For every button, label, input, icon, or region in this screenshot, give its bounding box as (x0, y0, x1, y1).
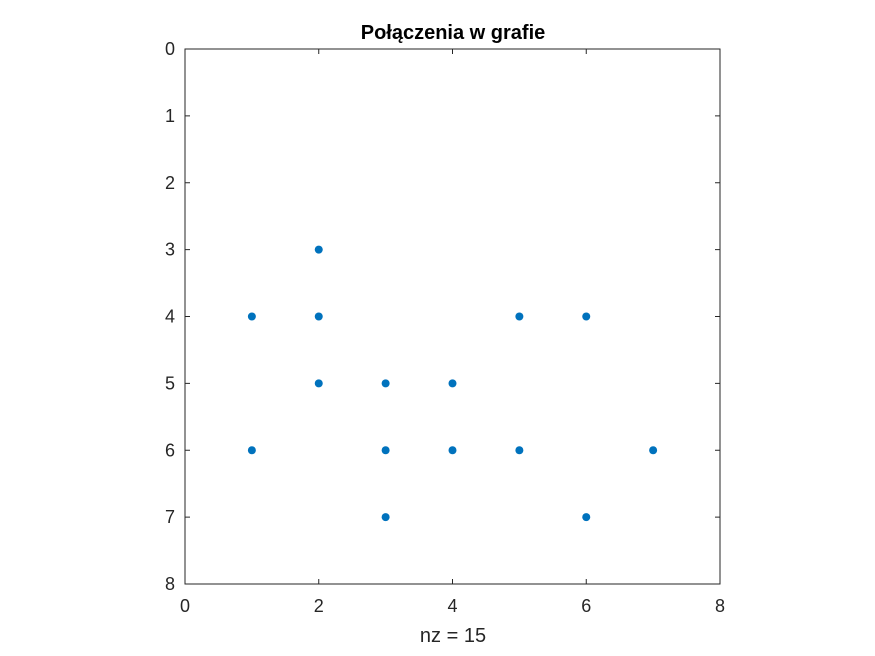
y-tick-label: 1 (165, 106, 175, 126)
x-tick-label: 6 (581, 596, 591, 616)
tick-marks (184, 48, 721, 585)
data-point (314, 379, 323, 388)
data-point (448, 379, 457, 388)
data-point (448, 446, 457, 455)
data-point (381, 446, 390, 455)
data-point (515, 446, 524, 455)
y-tick-label: 3 (165, 240, 175, 260)
data-point (247, 446, 256, 455)
x-tick-labels: 0 2 4 6 8 (180, 596, 725, 616)
y-tick-label: 0 (165, 39, 175, 59)
y-tick-label: 6 (165, 440, 175, 460)
data-point (314, 312, 323, 321)
data-point (314, 245, 323, 254)
x-tick-label: 2 (314, 596, 324, 616)
axes-box (184, 48, 721, 585)
data-point (582, 312, 591, 321)
data-point (582, 513, 591, 522)
data-points (247, 245, 658, 522)
x-axis-label: nz = 15 (420, 625, 486, 647)
data-point (381, 513, 390, 522)
chart-title: Połączenia w grafie (361, 22, 546, 44)
y-tick-label: 8 (165, 574, 175, 594)
data-point (381, 379, 390, 388)
y-tick-label: 5 (165, 373, 175, 393)
data-point (515, 312, 524, 321)
plot-area: 0 2 4 6 8 0 1 2 3 4 5 6 7 8 (165, 39, 725, 616)
x-tick-label: 8 (715, 596, 725, 616)
y-tick-labels: 0 1 2 3 4 5 6 7 8 (165, 39, 175, 594)
x-tick-label: 0 (180, 596, 190, 616)
y-tick-label: 2 (165, 173, 175, 193)
y-tick-label: 7 (165, 507, 175, 527)
data-point (247, 312, 256, 321)
data-point (649, 446, 658, 455)
x-tick-label: 4 (447, 596, 457, 616)
y-tick-label: 4 (165, 307, 175, 327)
